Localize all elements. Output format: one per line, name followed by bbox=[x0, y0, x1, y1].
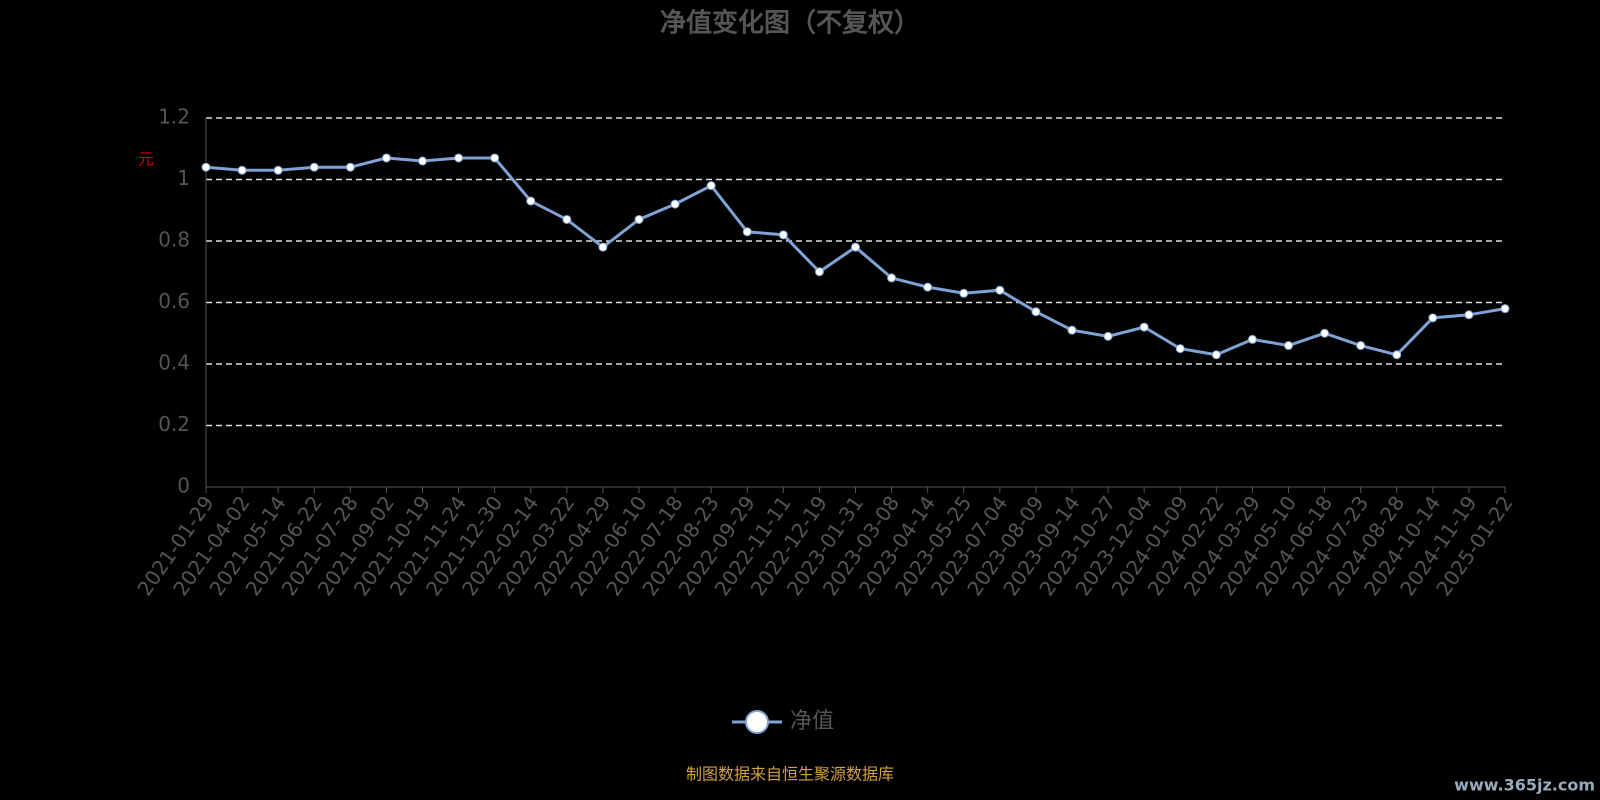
point-marker bbox=[598, 242, 608, 252]
point-marker bbox=[562, 214, 572, 224]
y-tick-label: 1 bbox=[177, 166, 190, 190]
point-marker bbox=[1103, 331, 1113, 341]
point-marker bbox=[201, 162, 211, 172]
legend-marker bbox=[745, 710, 769, 734]
point-marker bbox=[923, 282, 933, 292]
point-marker bbox=[887, 273, 897, 283]
point-marker bbox=[778, 230, 788, 240]
point-marker bbox=[851, 242, 860, 252]
point-marker bbox=[1356, 341, 1366, 351]
point-marker bbox=[526, 196, 536, 206]
point-marker bbox=[490, 153, 500, 163]
series-line bbox=[205, 156, 1506, 357]
point-marker bbox=[1428, 313, 1438, 323]
point-marker bbox=[1500, 304, 1510, 314]
point-marker bbox=[1175, 344, 1185, 354]
point-marker bbox=[706, 181, 716, 191]
point-marker bbox=[1211, 350, 1221, 360]
point-marker bbox=[670, 199, 680, 209]
point-marker bbox=[381, 153, 391, 163]
y-tick-label: 0.8 bbox=[158, 228, 190, 252]
legend-label: 净值 bbox=[790, 709, 834, 734]
point-marker bbox=[1031, 307, 1041, 317]
point-marker bbox=[309, 162, 319, 172]
point-marker bbox=[1284, 341, 1293, 351]
point-marker bbox=[237, 165, 247, 175]
chart-title: 净值变化图（不复权） bbox=[660, 8, 920, 39]
point-marker bbox=[1320, 328, 1330, 338]
point-marker bbox=[742, 227, 752, 237]
point-marker bbox=[1247, 334, 1257, 344]
point-marker bbox=[454, 153, 464, 163]
point-marker bbox=[273, 165, 283, 175]
y-tick-label: 0.2 bbox=[158, 412, 190, 436]
point-marker bbox=[418, 156, 427, 166]
y-tick-label: 1.2 bbox=[158, 105, 190, 129]
y-axis-label: 元 bbox=[138, 150, 154, 169]
point-marker bbox=[1139, 322, 1149, 332]
point-marker bbox=[634, 214, 644, 224]
source-note: 制图数据来自恒生聚源数据库 bbox=[686, 765, 894, 784]
point-marker bbox=[995, 285, 1005, 295]
point-marker bbox=[1067, 325, 1077, 335]
point-marker bbox=[1392, 350, 1402, 360]
point-marker bbox=[1464, 310, 1474, 320]
point-marker bbox=[814, 267, 824, 277]
watermark: www.365jz.com bbox=[1454, 776, 1595, 795]
point-marker bbox=[959, 288, 969, 298]
point-marker bbox=[345, 162, 355, 172]
y-tick-label: 0.4 bbox=[158, 351, 190, 375]
y-tick-label: 0 bbox=[177, 474, 190, 498]
y-tick-label: 0.6 bbox=[158, 289, 190, 313]
